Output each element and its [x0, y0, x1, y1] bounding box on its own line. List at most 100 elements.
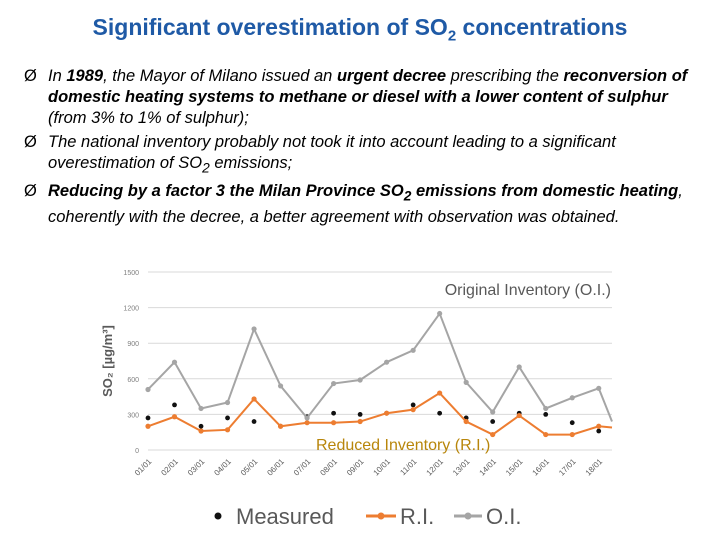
data-point	[198, 428, 204, 434]
data-point	[251, 419, 257, 424]
bullet-list: Ø In 1989, the Mayor of Milano issued an…	[24, 66, 704, 231]
bullet-text: , the Mayor of Milano issued an	[103, 67, 337, 85]
data-point	[172, 402, 177, 408]
data-point	[543, 405, 549, 412]
data-point	[437, 410, 443, 416]
x-tick-label: 15/01	[504, 457, 525, 478]
x-tick-label: 11/01	[398, 457, 418, 477]
x-tick-label: 10/01	[372, 457, 393, 478]
bullet-text: prescribing the	[446, 67, 564, 85]
arrow-bullet-icon: Ø	[24, 182, 37, 201]
data-point	[384, 410, 390, 416]
bullet-item: Ø Reducing by a factor 3 the Milan Provi…	[24, 181, 704, 227]
y-tick-label: 300	[127, 412, 139, 419]
x-tick-label: 01/01	[133, 457, 154, 478]
x-tick-label: 03/01	[186, 457, 207, 478]
data-point	[543, 431, 549, 438]
annotation-original-inventory: Original Inventory (O.I.)	[445, 282, 611, 299]
title-subscript: 2	[447, 27, 457, 45]
legend-marker-ri	[377, 512, 385, 520]
data-point	[596, 385, 602, 391]
data-point	[437, 390, 443, 396]
data-point	[224, 427, 231, 433]
legend-marker-measured	[214, 512, 222, 520]
arrow-bullet-icon: Ø	[24, 67, 37, 85]
data-point	[357, 418, 363, 425]
x-tick-label: 05/01	[239, 457, 260, 478]
data-point	[569, 431, 575, 438]
data-point	[516, 364, 522, 370]
data-point	[277, 383, 284, 389]
y-axis-label: SO₂ [µg/m³]	[100, 325, 115, 397]
data-point	[251, 326, 257, 332]
page-title: Significant overestimation of SO2 concen…	[0, 14, 720, 45]
data-point	[145, 423, 151, 429]
y-tick-label: 1500	[123, 270, 139, 277]
y-tick-label: 600	[127, 377, 139, 384]
bullet-text: , coherently with the decree, a better a…	[48, 182, 683, 226]
title-text-end: concentrations	[456, 14, 628, 40]
data-point	[198, 423, 204, 429]
data-point	[331, 410, 336, 416]
data-point	[410, 347, 416, 353]
series-line-ri	[147, 391, 613, 436]
bullet-bold-text: 1989	[66, 67, 104, 85]
legend-label-ri: R.I.	[400, 504, 434, 529]
x-tick-label: 12/01	[425, 457, 446, 478]
data-point	[251, 396, 257, 402]
x-tick-label: 09/01	[345, 457, 366, 478]
data-point	[490, 431, 496, 438]
bullet-bold-text: urgent decree	[336, 67, 447, 85]
data-point	[596, 423, 602, 429]
data-point	[463, 418, 469, 425]
data-point	[384, 359, 390, 365]
y-tick-label: 900	[127, 341, 139, 348]
data-point	[277, 423, 284, 429]
bullet-bold-text: Reducing by a factor 3 the Milan Provinc…	[48, 182, 404, 201]
x-tick-label: 07/01	[292, 457, 313, 478]
title-text: Significant overestimation of SO	[92, 14, 448, 40]
data-point	[198, 405, 204, 412]
data-point	[171, 414, 178, 420]
legend-label-oi: O.I.	[486, 504, 521, 529]
bullet-text: In	[48, 67, 67, 85]
data-point	[516, 412, 522, 419]
data-point	[357, 412, 363, 417]
x-tick-label: 14/01	[478, 457, 499, 478]
y-tick-label: 1200	[123, 306, 139, 313]
legend-marker-oi	[464, 512, 472, 520]
series-line-oi	[147, 311, 613, 422]
bullet-text: The national inventory probably not took…	[48, 133, 616, 172]
x-tick-label: 13/01	[451, 457, 472, 478]
data-point	[145, 415, 151, 421]
annotation-reduced-inventory: Reduced Inventory (R.I.)	[316, 437, 490, 454]
x-tick-label: 16/01	[531, 457, 552, 478]
data-point	[596, 428, 602, 434]
y-tick-label: 0	[135, 448, 139, 455]
data-point	[437, 310, 443, 317]
x-tick-label: 06/01	[265, 457, 286, 478]
data-point	[304, 420, 310, 426]
bullet-item: Ø The national inventory probably not to…	[24, 132, 704, 178]
data-point	[490, 419, 496, 424]
bullet-subscript: 2	[403, 188, 412, 204]
x-tick-label: 04/01	[212, 457, 233, 478]
bullet-item: Ø In 1989, the Mayor of Milano issued an…	[24, 66, 704, 129]
bullet-text: (from 3% to 1% of sulphur);	[48, 109, 249, 127]
data-point	[171, 359, 178, 365]
data-point	[304, 415, 310, 421]
bullet-bold-text: reconversion of domestic heating systems…	[48, 67, 688, 106]
x-tick-label: 08/01	[318, 457, 339, 478]
data-point	[490, 409, 496, 415]
bullet-bold-text: emissions from domestic heating	[411, 182, 679, 201]
data-point	[225, 415, 230, 421]
data-point	[331, 380, 337, 387]
bullet-text: emissions;	[209, 154, 293, 172]
legend-label-measured: Measured	[236, 504, 334, 529]
data-point	[331, 420, 337, 426]
data-point	[410, 402, 416, 408]
bullet-subscript: 2	[202, 160, 210, 176]
arrow-bullet-icon: Ø	[24, 133, 37, 151]
data-point	[569, 420, 575, 426]
